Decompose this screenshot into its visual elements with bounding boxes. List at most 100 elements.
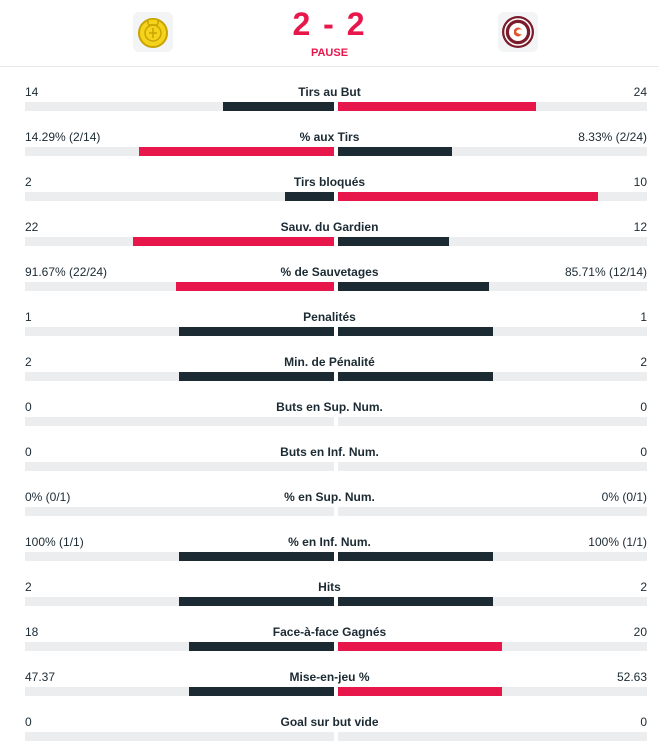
stat-away-bar [338,597,493,606]
stat-home-value: 2 [25,355,32,369]
stat-home-bar [179,327,334,336]
stat-home-value: 0 [25,445,32,459]
stat-away-track [338,102,647,111]
stat-away-track [338,417,647,426]
stat-home-track [25,192,334,201]
stat-away-track [338,147,647,156]
stat-away-track [338,552,647,561]
stat-home-value: 1 [25,310,32,324]
stat-home-value: 91.67% (22/24) [25,265,108,279]
stat-home-value: 0% (0/1) [25,490,71,504]
stat-row: 47.37 Mise-en-jeu % 52.63 [0,665,659,705]
stat-name: Buts en Inf. Num. [280,445,379,459]
stat-home-track [25,732,334,741]
stat-away-bar [338,327,493,336]
stat-name: % aux Tirs [299,130,360,144]
stat-away-bar [338,147,452,156]
stat-away-bar [338,687,502,696]
stat-row: 14.29% (2/14) % aux Tirs 8.33% (2/24) [0,125,659,165]
stat-away-bar [338,372,493,381]
stat-home-track [25,507,334,516]
stat-home-bar [189,687,334,696]
home-crest-icon [138,18,168,48]
stat-name: % de Sauvetages [280,265,379,279]
away-team-logo[interactable] [498,12,538,52]
stat-name: % en Inf. Num. [288,535,371,549]
stat-name: Min. de Pénalité [284,355,375,369]
stat-away-track [338,462,647,471]
stat-home-value: 0 [25,400,32,414]
stat-home-value: 2 [25,175,32,189]
stat-away-value: 2 [640,580,647,594]
match-status: PAUSE [310,47,349,59]
stat-name: Sauv. du Gardien [280,220,379,234]
stat-row: 14 Tirs au But 24 [0,80,659,120]
stat-row: 91.67% (22/24) % de Sauvetages 85.71% (12/… [0,260,659,300]
stat-row: 1 Penalités 1 [0,305,659,345]
stat-away-bar [338,192,598,201]
stat-home-track [25,237,334,246]
stat-away-track [338,507,647,516]
stat-away-track [338,642,647,651]
stat-home-bar [285,192,334,201]
stat-home-value: 18 [25,625,39,639]
stat-home-track [25,597,334,606]
stat-away-bar [338,102,536,111]
stat-home-bar [179,372,334,381]
stat-home-track [25,282,334,291]
stat-home-bar [139,147,334,156]
stat-name: Face-à-face Gagnés [272,625,387,639]
stat-home-track [25,102,334,111]
stat-away-bar [338,552,493,561]
stat-home-track [25,147,334,156]
stat-home-value: 100% (1/1) [25,535,84,549]
stat-away-track [338,192,647,201]
stat-away-value: 8.33% (2/24) [578,130,647,144]
stat-away-bar [338,642,502,651]
stat-home-value: 14.29% (2/14) [25,130,101,144]
stat-row: 0 Buts en Sup. Num. 0 [0,395,659,435]
stat-away-track [338,687,647,696]
stat-away-track [338,597,647,606]
stat-home-bar [179,597,334,606]
stat-away-value: 10 [633,175,647,189]
stat-away-track [338,732,647,741]
stat-away-value: 0 [640,715,647,729]
stat-name: Goal sur but vide [280,715,379,729]
stat-row: 0 Goal sur but vide 0 [0,710,659,750]
stat-row: 100% (1/1) % en Inf. Num. 100% (1/1) [0,530,659,570]
stat-home-value: 0 [25,715,32,729]
stat-away-value: 1 [640,310,647,324]
stat-away-track [338,327,647,336]
stat-home-track [25,687,334,696]
stat-row: 2 Min. de Pénalité 2 [0,350,659,390]
stat-row: 18 Face-à-face Gagnés 20 [0,620,659,660]
stat-away-track [338,237,647,246]
stat-away-track [338,372,647,381]
stat-name: % en Sup. Num. [284,490,375,504]
stat-name: Buts en Sup. Num. [276,400,383,414]
stat-home-track [25,417,334,426]
stat-away-bar [338,282,489,291]
stat-name: Hits [318,580,341,594]
stat-home-value: 47.37 [25,670,56,684]
stat-home-track [25,327,334,336]
stat-row: 22 Sauv. du Gardien 12 [0,215,659,255]
stat-home-track [25,462,334,471]
stat-away-value: 0% (0/1) [601,490,647,504]
match-header: 2 - 2 PAUSE [0,0,659,67]
stat-away-value: 100% (1/1) [588,535,647,549]
stat-away-track [338,282,647,291]
stat-home-bar [189,642,334,651]
stat-away-value: 52.63 [616,670,647,684]
home-team-logo[interactable] [133,12,173,52]
stat-home-value: 14 [25,85,39,99]
stat-row: 2 Hits 2 [0,575,659,615]
stat-away-bar [338,237,449,246]
stat-away-value: 24 [633,85,647,99]
stat-home-track [25,642,334,651]
stat-home-bar [133,237,334,246]
stat-home-bar [179,552,334,561]
stat-away-value: 20 [633,625,647,639]
stat-home-track [25,372,334,381]
